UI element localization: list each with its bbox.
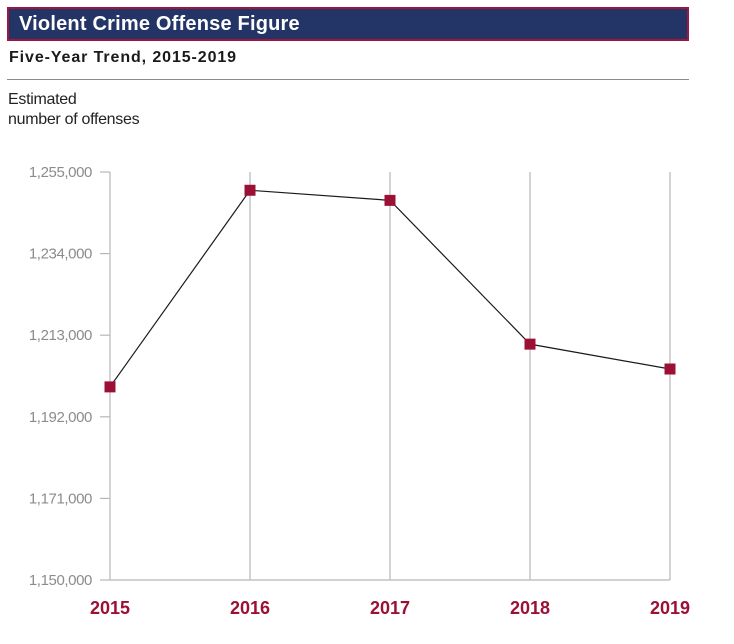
title-bar: Violent Crime Offense Figure (7, 7, 689, 41)
axes (109, 172, 670, 581)
y-tick-label: 1,192,000 (29, 409, 92, 426)
x-tick-label-2017: 2017 (370, 598, 410, 618)
data-point-2017 (384, 194, 396, 206)
x-tick-label-2016: 2016 (230, 598, 270, 618)
y-tick-label: 1,150,000 (29, 572, 92, 589)
y-tick-label: 1,255,000 (29, 164, 92, 181)
data-point-2015 (104, 381, 116, 393)
y-axis-label: Estimated number of offenses (8, 90, 140, 130)
y-tick-labels: 1,150,000 1,171,000 1,192,000 1,213,000 1,23… (29, 164, 110, 589)
y-tick-label: 1,213,000 (29, 327, 92, 344)
data-point-2018 (524, 338, 536, 350)
data-point-2016 (244, 184, 256, 196)
series-markers (104, 184, 676, 393)
data-point-2019 (664, 363, 676, 375)
x-tick-labels: 2015 2016 2017 2018 2019 (90, 598, 690, 618)
y-tick-label: 1,171,000 (29, 490, 92, 507)
y-axis-label-line-1: Estimated (8, 91, 77, 108)
chart-subtitle: Five-Year Trend, 2015-2019 (9, 49, 237, 66)
x-tick-label-2018: 2018 (510, 598, 550, 618)
x-tick-label-2015: 2015 (90, 598, 130, 618)
subtitle-divider (7, 79, 689, 80)
chart-title: Violent Crime Offense Figure (19, 13, 300, 35)
grid-lines (249, 172, 671, 580)
y-axis-label-line-2: number of offenses (8, 111, 140, 128)
x-tick-label-2019: 2019 (650, 598, 690, 618)
y-tick-label: 1,234,000 (29, 246, 92, 263)
